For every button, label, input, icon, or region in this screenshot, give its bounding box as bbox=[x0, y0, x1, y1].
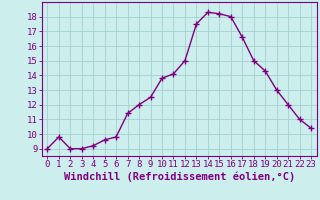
X-axis label: Windchill (Refroidissement éolien,°C): Windchill (Refroidissement éolien,°C) bbox=[64, 172, 295, 182]
